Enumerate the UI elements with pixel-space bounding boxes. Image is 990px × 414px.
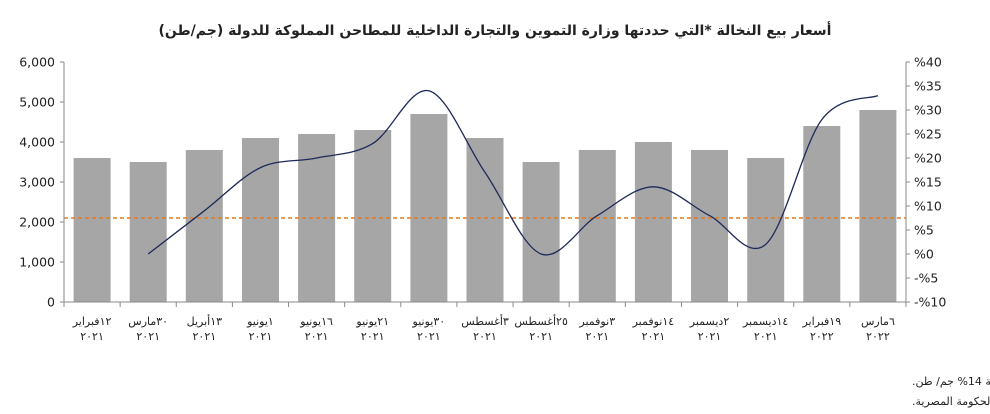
x-label-year-4: ٢٠٢١	[305, 330, 329, 343]
right-tick-label-10: %40	[914, 55, 942, 70]
right-tick-label-4: %10	[914, 199, 942, 214]
x-label-5: ٢١يونيو	[355, 315, 389, 328]
x-label-8: ٢٥أغسطس	[514, 314, 568, 328]
left-tick-label-6: 6,000	[19, 55, 55, 70]
x-label-2: ١٣أبريل	[187, 314, 223, 328]
right-tick-label-7: %25	[914, 127, 942, 142]
footnote-text: * تشمل أسعار النخالة أيضا رسوم التعبئة و…	[912, 374, 990, 388]
x-axis-labels: ١٢فبراير ٢٠٢١ ٣٠مارس ٢٠٢١ ١٣أبريل ٢٠٢١ ١يونيو ٢…	[72, 314, 895, 343]
right-tick-label-1: -%5	[914, 271, 938, 286]
x-label-13: ١٩فبراير	[801, 315, 841, 328]
x-label-14: ٦مارس	[861, 315, 895, 328]
x-label-year-12: ٢٠٢١	[754, 330, 778, 343]
x-label-year-7: ٢٠٢١	[473, 330, 497, 343]
bar-2	[185, 150, 223, 302]
x-label-year-9: ٢٠٢١	[585, 330, 609, 343]
left-tick-label-0: 0	[47, 295, 55, 310]
bar-12	[747, 158, 785, 302]
x-label-year-13: ٢٠٢٢	[810, 330, 834, 343]
left-tick-label-3: 3,000	[19, 175, 55, 190]
chart-title: أسعار بيع النخالة *التي حددتها وزارة الت…	[159, 21, 832, 39]
right-tick-label-3: %5	[914, 223, 934, 238]
right-tick-label-9: %35	[914, 79, 942, 94]
x-label-year-5: ٢٠٢١	[361, 330, 385, 343]
bar-14	[859, 110, 897, 302]
x-label-11: ٢ديسمبر	[689, 315, 730, 328]
left-tick-label-2: 2,000	[19, 215, 55, 230]
x-label-1: ٣٠مارس	[128, 315, 168, 328]
bar-13	[803, 126, 841, 302]
x-label-9: ٣نوفمبر	[578, 315, 615, 328]
x-label-year-10: ٢٠٢١	[642, 330, 666, 343]
right-tick-label-0: -%10	[914, 295, 946, 310]
right-tick-label-5: %15	[914, 175, 942, 190]
bar-3	[242, 138, 279, 302]
x-label-6: ٣٠يونيو	[412, 315, 446, 328]
x-label-year-11: ٢٠٢١	[698, 330, 722, 343]
x-label-year-0: ٢٠٢١	[80, 330, 104, 343]
x-label-year-3: ٢٠٢١	[249, 330, 273, 343]
line-group	[147, 90, 879, 256]
x-label-year-6: ٢٠٢١	[417, 330, 441, 343]
x-label-year-8: ٢٠٢١	[529, 330, 553, 343]
right-axis-ticks: -%10 -%5 %0 %5 %10 %15 %20 %25 %30 %35 %40	[906, 55, 946, 310]
bar-6	[410, 114, 448, 302]
bar-0	[73, 158, 111, 302]
bar-7	[466, 138, 504, 302]
x-label-7: ٣أغسطس	[461, 314, 509, 328]
right-tick-label-6: %20	[914, 151, 942, 166]
x-label-year-1: ٢٠٢١	[136, 330, 160, 343]
left-tick-label-5: 5,000	[19, 95, 55, 110]
right-tick-label-2: %0	[914, 247, 934, 262]
x-label-year-14: ٢٠٢٢	[866, 330, 890, 343]
bar-10	[634, 142, 672, 302]
left-tick-label-4: 4,000	[19, 135, 55, 150]
growth-line	[147, 90, 879, 256]
x-label-4: ١٦يونيو	[299, 315, 333, 328]
bar-5	[354, 130, 392, 302]
left-axis-ticks: 0 1,000 2,000 3,000 4,000 5,000 6,000	[19, 55, 64, 310]
x-label-3: ١يونيو	[246, 315, 274, 328]
bar-1	[129, 162, 167, 302]
source-text: المصدر: الحكومة المصرية.	[912, 395, 990, 408]
bar-11	[691, 150, 728, 302]
right-tick-label-8: %30	[914, 103, 942, 118]
x-label-10: ١٤نوفمبر	[632, 315, 675, 328]
x-label-12: ١٤ديسمبر	[742, 315, 788, 328]
left-tick-label-1: 1,000	[19, 255, 55, 270]
x-label-0: ١٢فبراير	[72, 315, 112, 328]
x-label-year-2: ٢٠٢١	[193, 330, 217, 343]
bars-group	[73, 110, 897, 302]
bar-8	[522, 162, 560, 302]
